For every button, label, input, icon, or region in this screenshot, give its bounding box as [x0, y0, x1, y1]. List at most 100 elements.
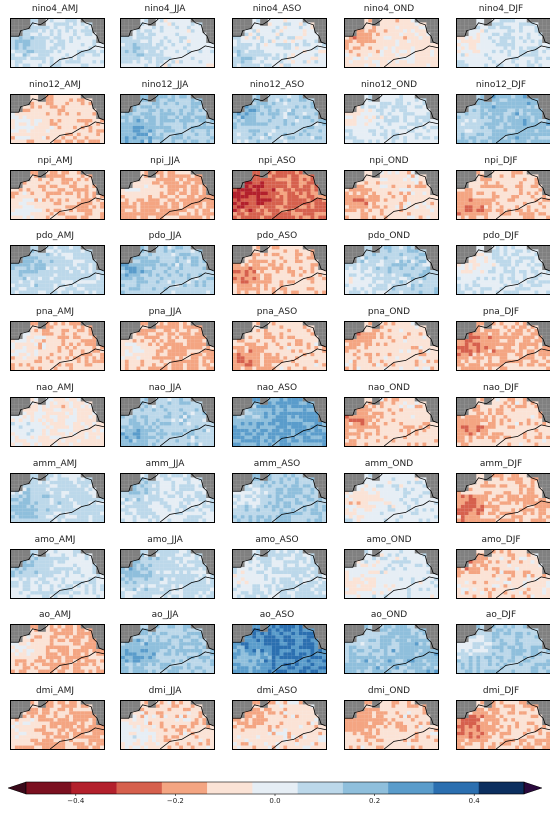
heatmap-cell: [140, 129, 145, 133]
heatmap-cell: [460, 125, 465, 130]
coastline: [81, 170, 104, 196]
heatmap-cell: [92, 32, 97, 37]
heatmap-cell: [495, 22, 500, 26]
heatmap-cell: [148, 198, 153, 202]
heatmap-cell: [144, 201, 149, 205]
heatmap-cell: [283, 29, 288, 33]
heatmap-cell: [434, 208, 438, 212]
heatmap-cell: [18, 98, 23, 102]
heatmap-cell: [294, 101, 299, 106]
heatmap-cell: [310, 56, 315, 61]
heatmap-cell: [30, 29, 35, 33]
heatmap-cell: [457, 115, 461, 119]
heatmap-cell: [306, 204, 311, 209]
heatmap-cell: [233, 194, 237, 199]
heatmap-cell: [395, 211, 400, 216]
heatmap-cell: [542, 36, 547, 40]
heatmap-cell: [410, 184, 415, 188]
heatmap-cell: [368, 135, 373, 140]
heatmap-cell: [495, 132, 500, 136]
heatmap-cell: [391, 194, 396, 199]
heatmap-cell: [352, 125, 357, 130]
heatmap-cell: [495, 111, 500, 116]
heatmap-cell: [383, 25, 388, 30]
heatmap-cell: [155, 115, 160, 119]
heatmap-cell: [194, 174, 199, 178]
heatmap-cell: [542, 46, 547, 50]
heatmap-cell: [387, 101, 392, 106]
heatmap-cell: [88, 215, 93, 219]
heatmap-cell: [472, 108, 477, 112]
heatmap-cell: [256, 105, 261, 109]
heatmap-cell: [287, 108, 292, 112]
heatmap-cell: [45, 132, 50, 136]
heatmap-cell: [100, 125, 104, 130]
heatmap-cell: [430, 177, 435, 181]
panel-nino12_OND: nino12_OND: [339, 78, 439, 148]
heatmap-cell: [88, 201, 93, 205]
heatmap-cell: [49, 105, 54, 109]
heatmap-cell: [210, 94, 214, 99]
heatmap-cell: [267, 94, 272, 99]
heatmap-cell: [152, 135, 156, 140]
heatmap-cell: [507, 118, 512, 123]
heatmap-cell: [383, 32, 388, 37]
heatmap-cell: [22, 215, 27, 219]
panel-heatmap: [345, 170, 438, 219]
heatmap-cell: [159, 53, 164, 57]
heatmap-cell: [403, 32, 408, 37]
heatmap-cell: [155, 25, 160, 30]
heatmap-cell: [291, 53, 296, 57]
panel-map: [10, 93, 105, 144]
heatmap-cell: [30, 98, 35, 102]
heatmap-cell: [434, 63, 438, 67]
heatmap-cell: [414, 118, 419, 123]
heatmap-cell: [18, 53, 23, 57]
heatmap-cell: [159, 63, 164, 67]
heatmap-cell: [298, 125, 303, 130]
heatmap-cell: [88, 187, 93, 192]
heatmap-cell: [42, 63, 46, 67]
heatmap-cell: [182, 56, 187, 61]
heatmap-cell: [190, 177, 195, 181]
heatmap-cell: [546, 53, 550, 57]
heatmap-cell: [376, 60, 380, 64]
heatmap-cell: [472, 25, 477, 30]
heatmap-cell: [155, 125, 160, 130]
heatmap-cell: [318, 111, 323, 116]
heatmap-cell: [406, 184, 411, 188]
heatmap-cell: [310, 215, 315, 219]
heatmap-cell: [194, 63, 199, 67]
heatmap-cell: [30, 215, 35, 219]
heatmap-cell: [88, 125, 93, 130]
heatmap-cell: [503, 118, 508, 123]
heatmap-cell: [80, 215, 85, 219]
heatmap-cell: [472, 177, 477, 181]
heatmap-cell: [128, 46, 133, 50]
heatmap-cell: [233, 25, 237, 30]
heatmap-cell: [80, 32, 85, 37]
heatmap-cell: [322, 46, 326, 50]
heatmap-cell: [298, 208, 303, 212]
heatmap-cell: [140, 187, 145, 192]
heatmap-cell: [414, 184, 419, 188]
heatmap-cell: [387, 177, 392, 181]
heatmap-cell: [322, 56, 326, 61]
heatmap-cell: [534, 177, 539, 181]
heatmap-cell: [198, 94, 203, 99]
heatmap-cell: [414, 191, 419, 195]
heatmap-cell: [252, 201, 257, 205]
heatmap-cell: [88, 180, 93, 185]
heatmap-cell: [175, 19, 180, 23]
heatmap-cell: [306, 215, 311, 219]
heatmap-cell: [426, 187, 431, 192]
heatmap-cell: [22, 139, 27, 143]
heatmap-cell: [403, 43, 408, 47]
heatmap-cell: [310, 211, 315, 216]
heatmap-cell: [186, 56, 191, 61]
heatmap-cell: [34, 19, 39, 23]
heatmap-cell: [236, 191, 241, 195]
heatmap-cell: [534, 60, 539, 64]
heatmap-cell: [152, 122, 156, 126]
heatmap-cell: [190, 60, 195, 64]
